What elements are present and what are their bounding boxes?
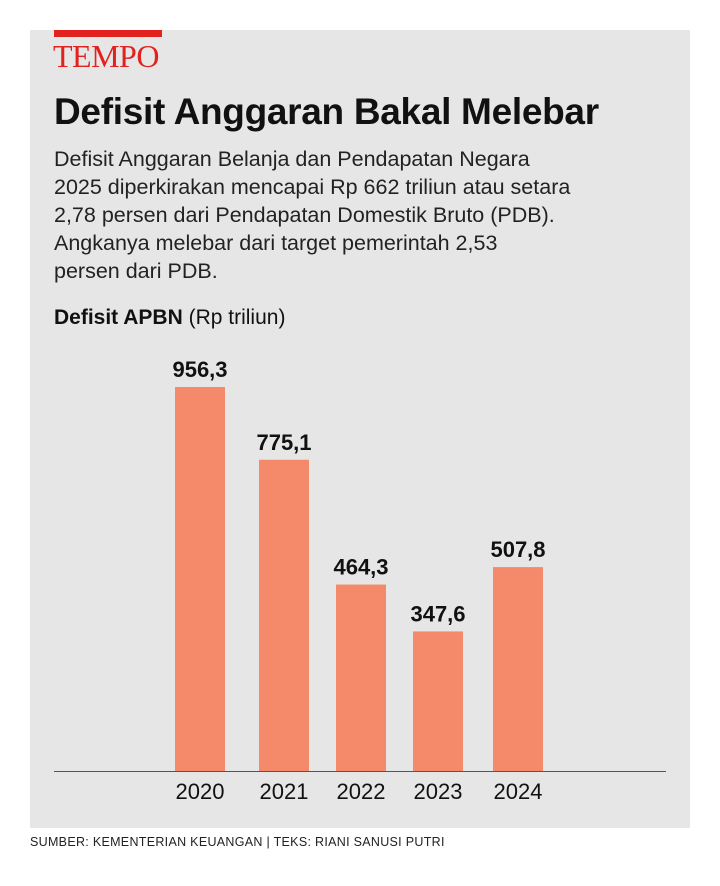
description: Defisit Anggaran Belanja dan Pendapatan …	[54, 145, 684, 285]
bar-2024	[493, 567, 543, 771]
bar-2023	[413, 631, 463, 771]
description-line: persen dari PDB.	[54, 259, 218, 283]
brand-logo: TEMPO	[53, 38, 159, 74]
data-label-2021: 775,1	[256, 430, 311, 455]
x-tick-2023: 2023	[414, 779, 463, 804]
data-label-2020: 956,3	[172, 357, 227, 382]
chart-label-unit: (Rp triliun)	[188, 306, 286, 329]
x-tick-2022: 2022	[337, 779, 386, 804]
page-title: Defisit Anggaran Bakal Melebar	[54, 91, 599, 132]
bar-2021	[259, 459, 309, 771]
description-line: 2,78 persen dari Pendapatan Domestik Bru…	[54, 203, 555, 227]
x-tick-2024: 2024	[494, 779, 543, 804]
data-label-2022: 464,3	[333, 555, 388, 580]
description-line: Angkanya melebar dari target pemerintah …	[54, 231, 498, 255]
bar-2022	[336, 584, 386, 771]
x-tick-2021: 2021	[260, 779, 309, 804]
chart-label-title: Defisit APBN	[54, 306, 183, 329]
chart-label: Defisit APBN (Rp triliun)	[54, 306, 285, 330]
description-line: 2025 diperkirakan mencapai Rp 662 triliu…	[54, 175, 571, 199]
x-tick-2020: 2020	[176, 779, 225, 804]
bar-2020	[175, 387, 225, 771]
source-credit: SUMBER: KEMENTERIAN KEUANGAN | TEKS: RIA…	[30, 835, 445, 849]
data-label-2023: 347,6	[410, 601, 465, 626]
description-line: Defisit Anggaran Belanja dan Pendapatan …	[54, 147, 530, 171]
data-label-2024: 507,8	[490, 537, 545, 562]
brand-accent-bar	[54, 30, 162, 37]
